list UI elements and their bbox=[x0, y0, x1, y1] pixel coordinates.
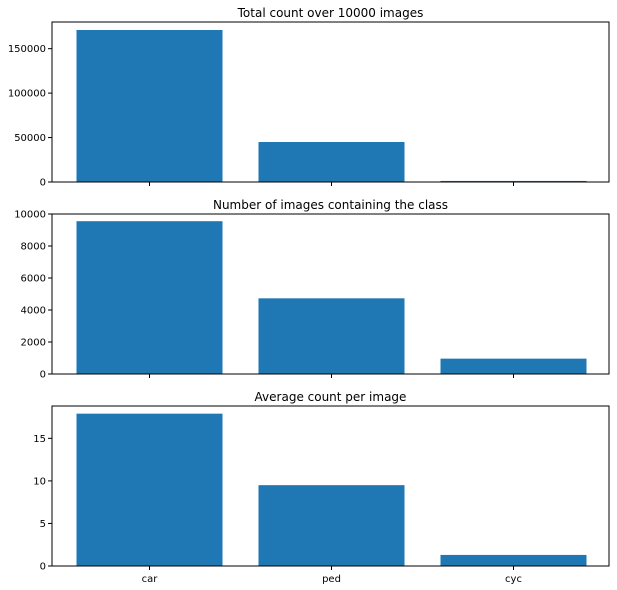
y-tick-label: 10 bbox=[33, 476, 46, 487]
x-tick-label: cyc bbox=[505, 574, 522, 585]
subplot-images-containing: Number of images containing the class 0 2… bbox=[14, 198, 610, 381]
y-tick-label: 5 bbox=[40, 519, 46, 530]
y-tick-label: 4000 bbox=[21, 306, 46, 317]
y-tick-label: 8000 bbox=[21, 242, 46, 253]
bar-cyc bbox=[440, 554, 587, 566]
y-tick-label: 0 bbox=[40, 178, 46, 189]
bar-car bbox=[76, 221, 223, 374]
bar-cyc bbox=[440, 180, 587, 182]
chart-title: Total count over 10000 images bbox=[237, 6, 424, 20]
subplot-total-count: Total count over 10000 images 0 50000 1000… bbox=[8, 6, 610, 189]
x-tick-label: ped bbox=[322, 574, 341, 585]
y-tick-label: 100000 bbox=[8, 89, 46, 100]
chart-title: Number of images containing the class bbox=[213, 198, 448, 212]
y-tick-label: 150000 bbox=[8, 44, 46, 55]
y-tick-label: 10000 bbox=[14, 210, 46, 221]
plot-frame bbox=[51, 405, 610, 567]
chart-title: Average count per image bbox=[255, 390, 407, 404]
y-tick-label: 0 bbox=[40, 370, 46, 381]
y-tick-label: 50000 bbox=[14, 133, 46, 144]
y-tick-label: 2000 bbox=[21, 338, 46, 349]
bar-ped bbox=[258, 142, 405, 182]
plot-frame bbox=[51, 213, 610, 375]
y-tick-label: 15 bbox=[33, 434, 46, 445]
bar-ped bbox=[258, 298, 405, 374]
bar-car bbox=[76, 30, 223, 182]
bar-car bbox=[76, 413, 223, 566]
subplot-average-count: Average count per image car ped cyc 0 5 10 15 bbox=[33, 390, 610, 585]
y-tick-label: 0 bbox=[40, 562, 46, 573]
plot-frame bbox=[51, 21, 610, 183]
bar-cyc bbox=[440, 358, 587, 374]
y-tick-label: 6000 bbox=[21, 274, 46, 285]
bar-ped bbox=[258, 485, 405, 566]
x-tick-label: car bbox=[142, 574, 159, 585]
